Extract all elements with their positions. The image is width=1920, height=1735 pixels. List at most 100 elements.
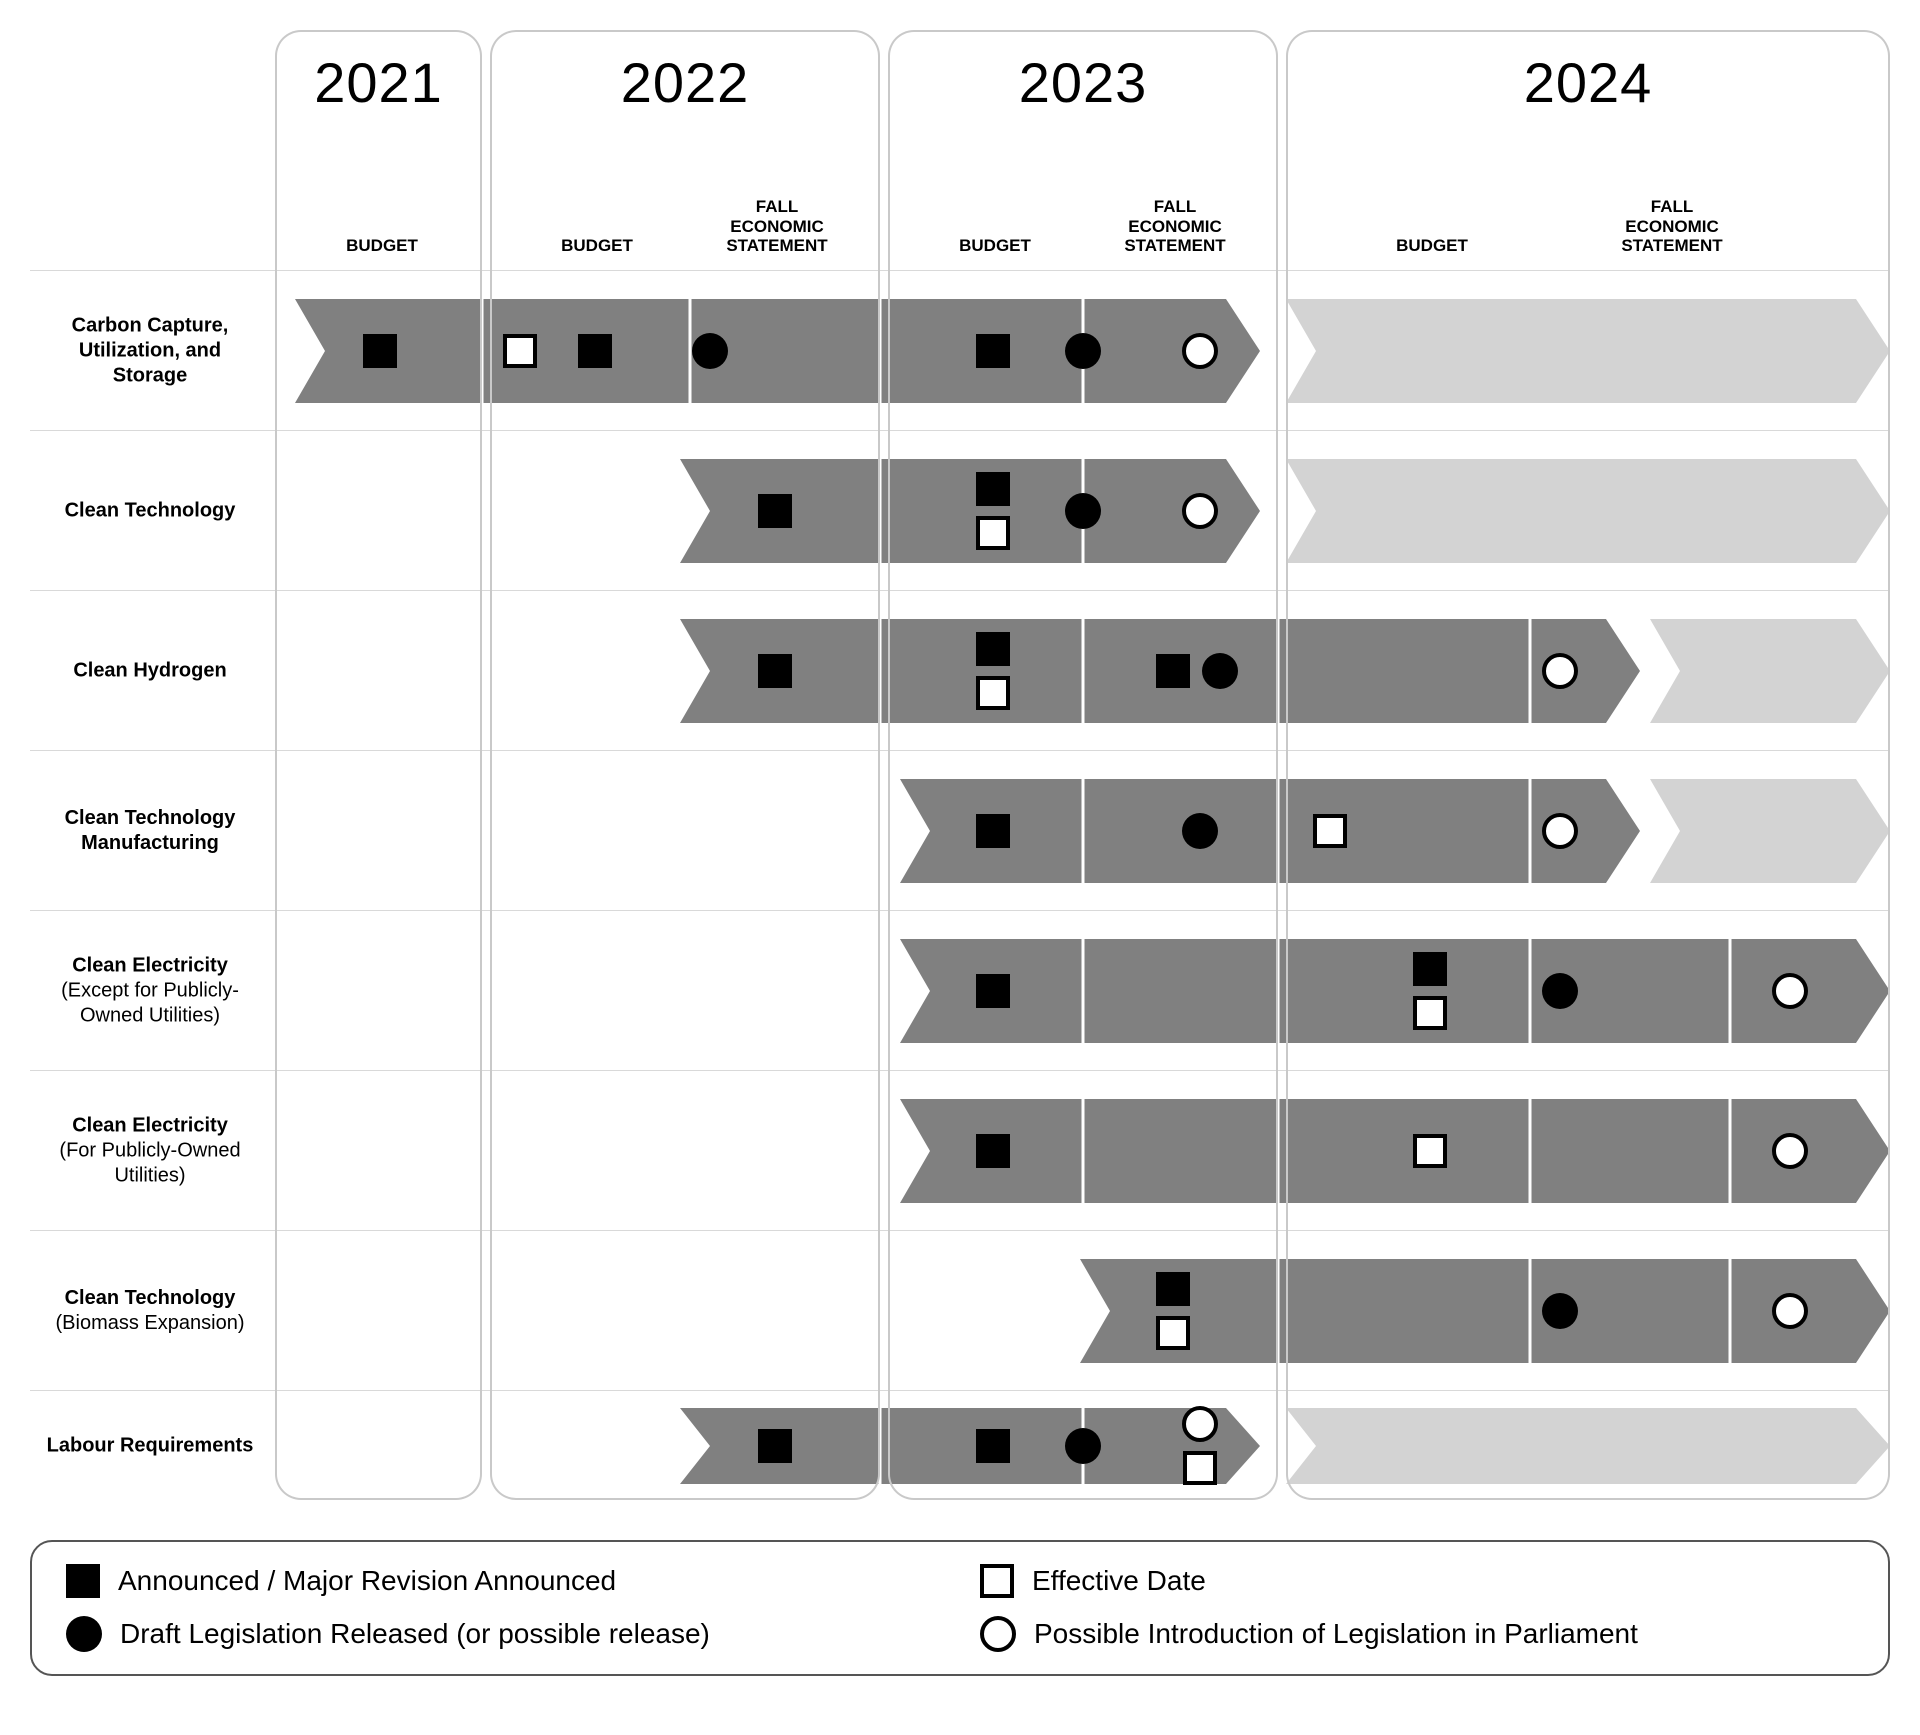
row-ccus: Carbon Capture, Utilization, and Storage bbox=[30, 270, 1890, 430]
marker-ci-fill bbox=[1182, 813, 1218, 849]
bar-divider bbox=[1082, 619, 1085, 723]
legend-marker-ci-open bbox=[980, 1616, 1016, 1652]
marker-sq-open bbox=[976, 676, 1010, 710]
marker-sq-open bbox=[1313, 814, 1347, 848]
bar-divider bbox=[481, 299, 484, 403]
marker-ci-fill bbox=[692, 333, 728, 369]
bar-divider bbox=[1529, 1099, 1532, 1203]
marker-sq-open bbox=[1183, 1451, 1217, 1485]
timeline-bar bbox=[1650, 779, 1890, 883]
marker-ci-open bbox=[1182, 493, 1218, 529]
year-box-2023: 2023BUDGETFALL ECONOMIC STATEMENT bbox=[888, 30, 1278, 270]
row-clean-tech-mfg: Clean Technology Manufacturing bbox=[30, 750, 1890, 910]
legend-marker-sq-fill bbox=[66, 1564, 100, 1598]
row-clean-tech-biomass: Clean Technology(Biomass Expansion) bbox=[30, 1230, 1890, 1390]
row-labour: Labour Requirements bbox=[30, 1390, 1890, 1500]
legend-marker-ci-fill bbox=[66, 1616, 102, 1652]
bar-divider bbox=[1277, 1099, 1280, 1203]
subhead-fes: FALL ECONOMIC STATEMENT bbox=[1602, 197, 1742, 256]
row-clean-tech: Clean Technology bbox=[30, 430, 1890, 590]
legend-marker-sq-open bbox=[980, 1564, 1014, 1598]
timeline-bar bbox=[1286, 299, 1890, 403]
bar-divider bbox=[879, 1408, 882, 1484]
year-title: 2024 bbox=[1288, 50, 1888, 115]
marker-ci-open bbox=[1772, 1293, 1808, 1329]
row-label: Labour Requirements bbox=[30, 1433, 270, 1458]
row-label: Clean Technology Manufacturing bbox=[30, 806, 270, 856]
year-box-2021: 2021 BUDGET bbox=[275, 30, 482, 270]
marker-sq-fill bbox=[758, 494, 792, 528]
marker-ci-open bbox=[1772, 973, 1808, 1009]
timeline-bar bbox=[295, 299, 1260, 403]
row-label: Clean Electricity(For Publicly-Owned Uti… bbox=[30, 1113, 270, 1188]
year-box-2022: 2022BUDGETFALL ECONOMIC STATEMENT bbox=[490, 30, 880, 270]
marker-sq-fill bbox=[1156, 654, 1190, 688]
marker-sq-fill bbox=[758, 654, 792, 688]
marker-sq-fill bbox=[976, 1134, 1010, 1168]
legend-item: Effective Date bbox=[980, 1564, 1854, 1598]
marker-ci-open bbox=[1542, 813, 1578, 849]
timeline-bar bbox=[1286, 1408, 1890, 1484]
subhead-fes: FALL ECONOMIC STATEMENT bbox=[1105, 197, 1245, 256]
bar-divider bbox=[1082, 1099, 1085, 1203]
marker-sq-open bbox=[1156, 1316, 1190, 1350]
bar-divider bbox=[879, 299, 882, 403]
legend-text: Announced / Major Revision Announced bbox=[118, 1565, 616, 1597]
bar-divider bbox=[1277, 779, 1280, 883]
marker-ci-fill bbox=[1202, 653, 1238, 689]
row-label: Carbon Capture, Utilization, and Storage bbox=[30, 313, 270, 388]
marker-ci-fill bbox=[1065, 1428, 1101, 1464]
marker-sq-open bbox=[1413, 1134, 1447, 1168]
legend-text: Draft Legislation Released (or possible … bbox=[120, 1618, 710, 1650]
marker-sq-fill bbox=[976, 472, 1010, 506]
row-label: Clean Hydrogen bbox=[30, 658, 270, 683]
row-label: Clean Electricity(Except for Publicly-Ow… bbox=[30, 953, 270, 1028]
bar-divider bbox=[1729, 1259, 1732, 1363]
subhead-fes: FALL ECONOMIC STATEMENT bbox=[707, 197, 847, 256]
legend-text: Effective Date bbox=[1032, 1565, 1206, 1597]
bar-divider bbox=[1277, 1259, 1280, 1363]
row-clean-hydrogen: Clean Hydrogen bbox=[30, 590, 1890, 750]
marker-ci-fill bbox=[1065, 333, 1101, 369]
marker-ci-fill bbox=[1542, 1293, 1578, 1329]
marker-ci-fill bbox=[1065, 493, 1101, 529]
marker-sq-fill bbox=[976, 974, 1010, 1008]
marker-sq-fill bbox=[363, 334, 397, 368]
subhead-budget: BUDGET bbox=[342, 236, 422, 256]
year-title: 2023 bbox=[890, 50, 1276, 115]
marker-sq-open bbox=[503, 334, 537, 368]
marker-ci-open bbox=[1772, 1133, 1808, 1169]
marker-ci-open bbox=[1182, 1406, 1218, 1442]
bar-divider bbox=[1529, 939, 1532, 1043]
bar-divider bbox=[879, 459, 882, 563]
legend: Announced / Major Revision Announced Effe… bbox=[30, 1540, 1890, 1676]
marker-sq-fill bbox=[976, 814, 1010, 848]
marker-sq-fill bbox=[578, 334, 612, 368]
bar-divider bbox=[1529, 619, 1532, 723]
bar-divider bbox=[1729, 1099, 1732, 1203]
marker-sq-fill bbox=[976, 334, 1010, 368]
marker-ci-open bbox=[1542, 653, 1578, 689]
row-label: Clean Technology(Biomass Expansion) bbox=[30, 1286, 270, 1336]
timeline-rows: Carbon Capture, Utilization, and Storage… bbox=[30, 270, 1890, 1500]
marker-sq-fill bbox=[976, 1429, 1010, 1463]
bar-divider bbox=[1529, 779, 1532, 883]
marker-sq-open bbox=[976, 516, 1010, 550]
row-label: Clean Technology bbox=[30, 498, 270, 523]
bar-divider bbox=[1729, 939, 1732, 1043]
marker-sq-fill bbox=[1156, 1272, 1190, 1306]
timeline-bar bbox=[1650, 619, 1890, 723]
bar-divider bbox=[1082, 779, 1085, 883]
year-title: 2022 bbox=[492, 50, 878, 115]
marker-ci-open bbox=[1182, 333, 1218, 369]
timeline-bar bbox=[900, 1099, 1890, 1203]
legend-text: Possible Introduction of Legislation in … bbox=[1034, 1618, 1638, 1650]
year-header: 2021BUDGET2022BUDGETFALL ECONOMIC STATEM… bbox=[30, 30, 1890, 270]
subhead-budget: BUDGET bbox=[1392, 236, 1472, 256]
legend-item: Draft Legislation Released (or possible … bbox=[66, 1616, 940, 1652]
year-title: 2021 bbox=[277, 50, 480, 115]
bar-divider bbox=[1277, 619, 1280, 723]
bar-divider bbox=[879, 619, 882, 723]
bar-divider bbox=[1277, 939, 1280, 1043]
marker-sq-open bbox=[1413, 996, 1447, 1030]
